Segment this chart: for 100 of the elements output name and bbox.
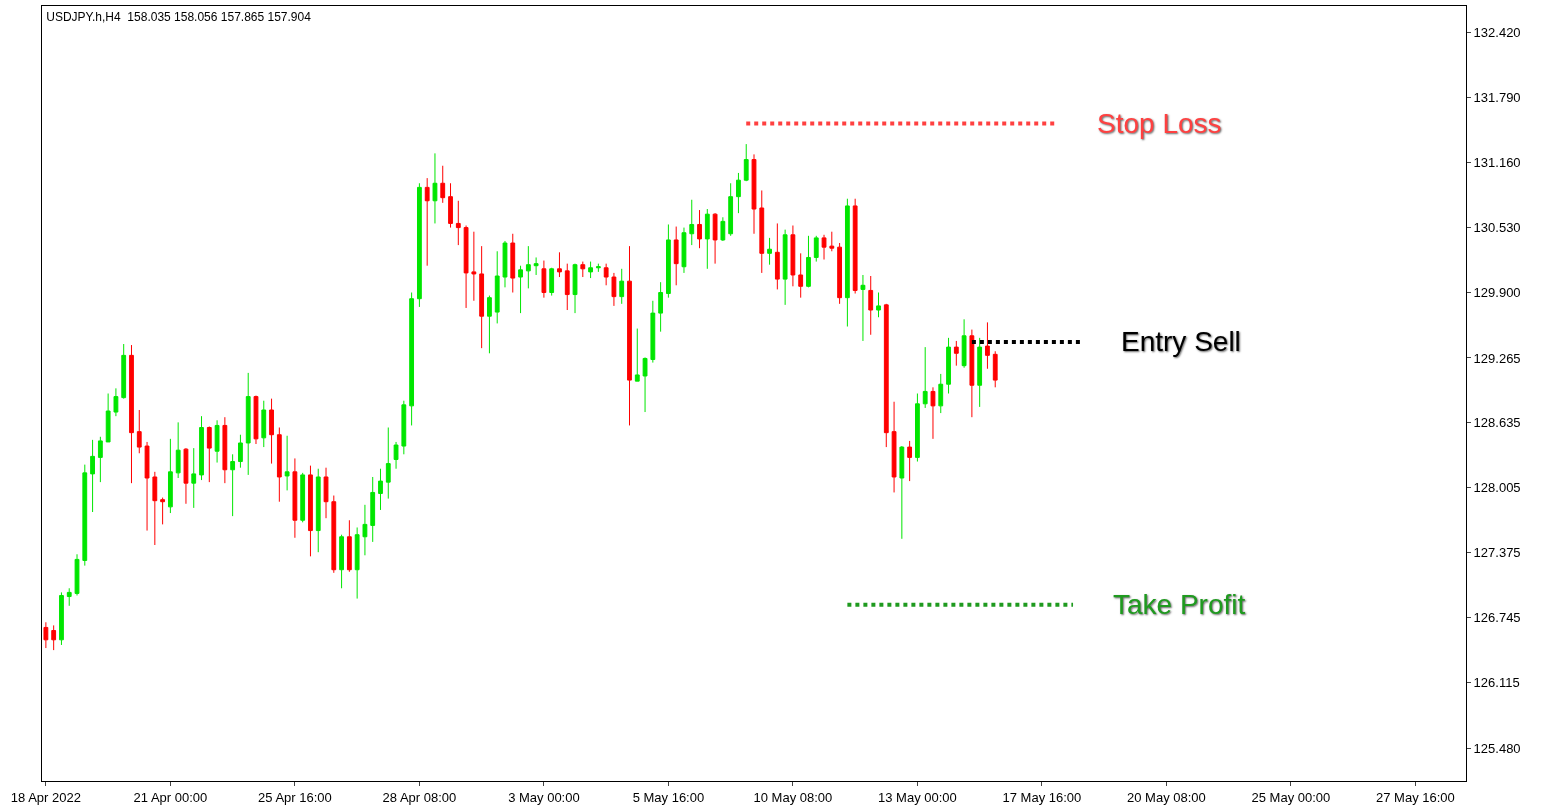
candlestick xyxy=(269,398,274,465)
candlestick xyxy=(938,373,944,414)
y-tick-label: 128.635 xyxy=(1473,415,1521,431)
candlestick xyxy=(448,182,453,229)
candlestick xyxy=(564,263,570,311)
candlestick xyxy=(191,447,197,509)
candlestick xyxy=(603,263,609,286)
candlestick xyxy=(782,229,788,306)
candlestick xyxy=(339,534,344,589)
candlestick xyxy=(455,200,461,246)
candlestick xyxy=(518,265,523,314)
candlestick xyxy=(798,252,804,299)
candlestick xyxy=(167,438,173,514)
candlestick xyxy=(401,400,407,455)
candlestick xyxy=(129,344,134,484)
candlestick xyxy=(90,439,95,513)
candlestick xyxy=(634,328,640,382)
candlestick xyxy=(541,260,547,299)
candlestick xyxy=(300,472,306,523)
candlestick xyxy=(82,464,88,567)
y-tick-label: 129.900 xyxy=(1473,285,1521,301)
candlestick xyxy=(152,471,158,546)
candlestick xyxy=(969,329,975,418)
candlestick xyxy=(136,409,142,454)
candlestick xyxy=(199,415,204,481)
candlestick xyxy=(183,447,189,505)
x-tick-label: 21 Apr 00:00 xyxy=(133,789,208,805)
candlestick xyxy=(370,476,376,543)
candlestick xyxy=(697,209,702,249)
x-tick-label: 18 Apr 2022 xyxy=(10,789,81,805)
candlestick xyxy=(510,233,516,293)
candlestick xyxy=(479,245,485,349)
candlestick xyxy=(751,153,757,235)
candlestick xyxy=(276,427,282,503)
candlestick xyxy=(549,267,555,297)
candlestick xyxy=(704,208,710,270)
candlestick xyxy=(230,453,236,517)
y-tick-label: 125.480 xyxy=(1473,740,1521,756)
candlestick xyxy=(121,343,127,400)
y-tick-label: 130.530 xyxy=(1473,220,1521,236)
candlestick xyxy=(883,303,889,448)
candlestick xyxy=(113,387,119,417)
candlestick xyxy=(471,231,477,302)
candlestick xyxy=(43,621,49,649)
candlestick xyxy=(868,275,874,336)
candlestick xyxy=(985,321,990,370)
series-label: Stop Loss xyxy=(1097,108,1222,139)
y-tick-label: 131.160 xyxy=(1473,155,1521,171)
candlestick xyxy=(992,350,998,388)
candlestick xyxy=(253,395,259,445)
candlestick xyxy=(557,251,562,278)
candlestick xyxy=(829,231,835,252)
candlestick xyxy=(533,256,539,276)
candlestick xyxy=(736,172,741,214)
y-tick-label: 127.375 xyxy=(1473,545,1521,561)
candlestick xyxy=(97,436,103,483)
candlestick xyxy=(378,468,383,511)
candlestick xyxy=(673,226,679,286)
y-tick-label: 128.005 xyxy=(1473,480,1521,496)
candlestick xyxy=(946,337,951,394)
candlestick xyxy=(463,225,469,309)
candlestick xyxy=(323,467,329,519)
candlestick xyxy=(619,268,625,305)
x-tick-label: 3 May 00:00 xyxy=(508,789,580,805)
candlestick xyxy=(393,441,399,470)
candlestick xyxy=(175,421,181,479)
candlestick xyxy=(416,182,422,308)
candlestick xyxy=(767,237,772,266)
candlestick xyxy=(66,587,72,607)
candlestick xyxy=(245,372,251,476)
candlestick xyxy=(689,199,695,246)
chart-title: USDJPY.h,H4 158.035 158.056 157.865 157.904 xyxy=(46,9,312,24)
candlestick xyxy=(728,182,734,237)
candlestick xyxy=(315,468,321,553)
candlestick xyxy=(502,240,508,288)
candlestick xyxy=(611,272,617,307)
x-tick-label: 25 Apr 16:00 xyxy=(258,789,332,805)
candlestick xyxy=(891,401,897,493)
y-tick-label: 126.745 xyxy=(1473,610,1521,626)
x-tick-label: 20 May 08:00 xyxy=(1127,789,1206,805)
candlestick xyxy=(74,553,80,596)
candlestick xyxy=(354,526,360,600)
candlestick xyxy=(595,263,601,273)
y-tick-label: 126.115 xyxy=(1473,675,1520,691)
candlestick xyxy=(806,235,811,288)
candlestick xyxy=(580,261,586,278)
candlestick xyxy=(487,295,492,354)
candlestick xyxy=(712,212,718,265)
candlestick xyxy=(160,497,166,525)
candlestick xyxy=(720,216,726,242)
candlestick xyxy=(238,434,243,469)
candlestick xyxy=(59,591,64,646)
candlestick xyxy=(743,143,749,182)
candlestick xyxy=(666,223,671,299)
candlestick xyxy=(759,189,765,274)
candlestick xyxy=(206,425,212,483)
candlestick xyxy=(961,318,967,369)
x-tick-label: 13 May 00:00 xyxy=(878,789,957,805)
y-tick-label: 131.790 xyxy=(1473,90,1521,106)
candlestick xyxy=(650,300,656,364)
